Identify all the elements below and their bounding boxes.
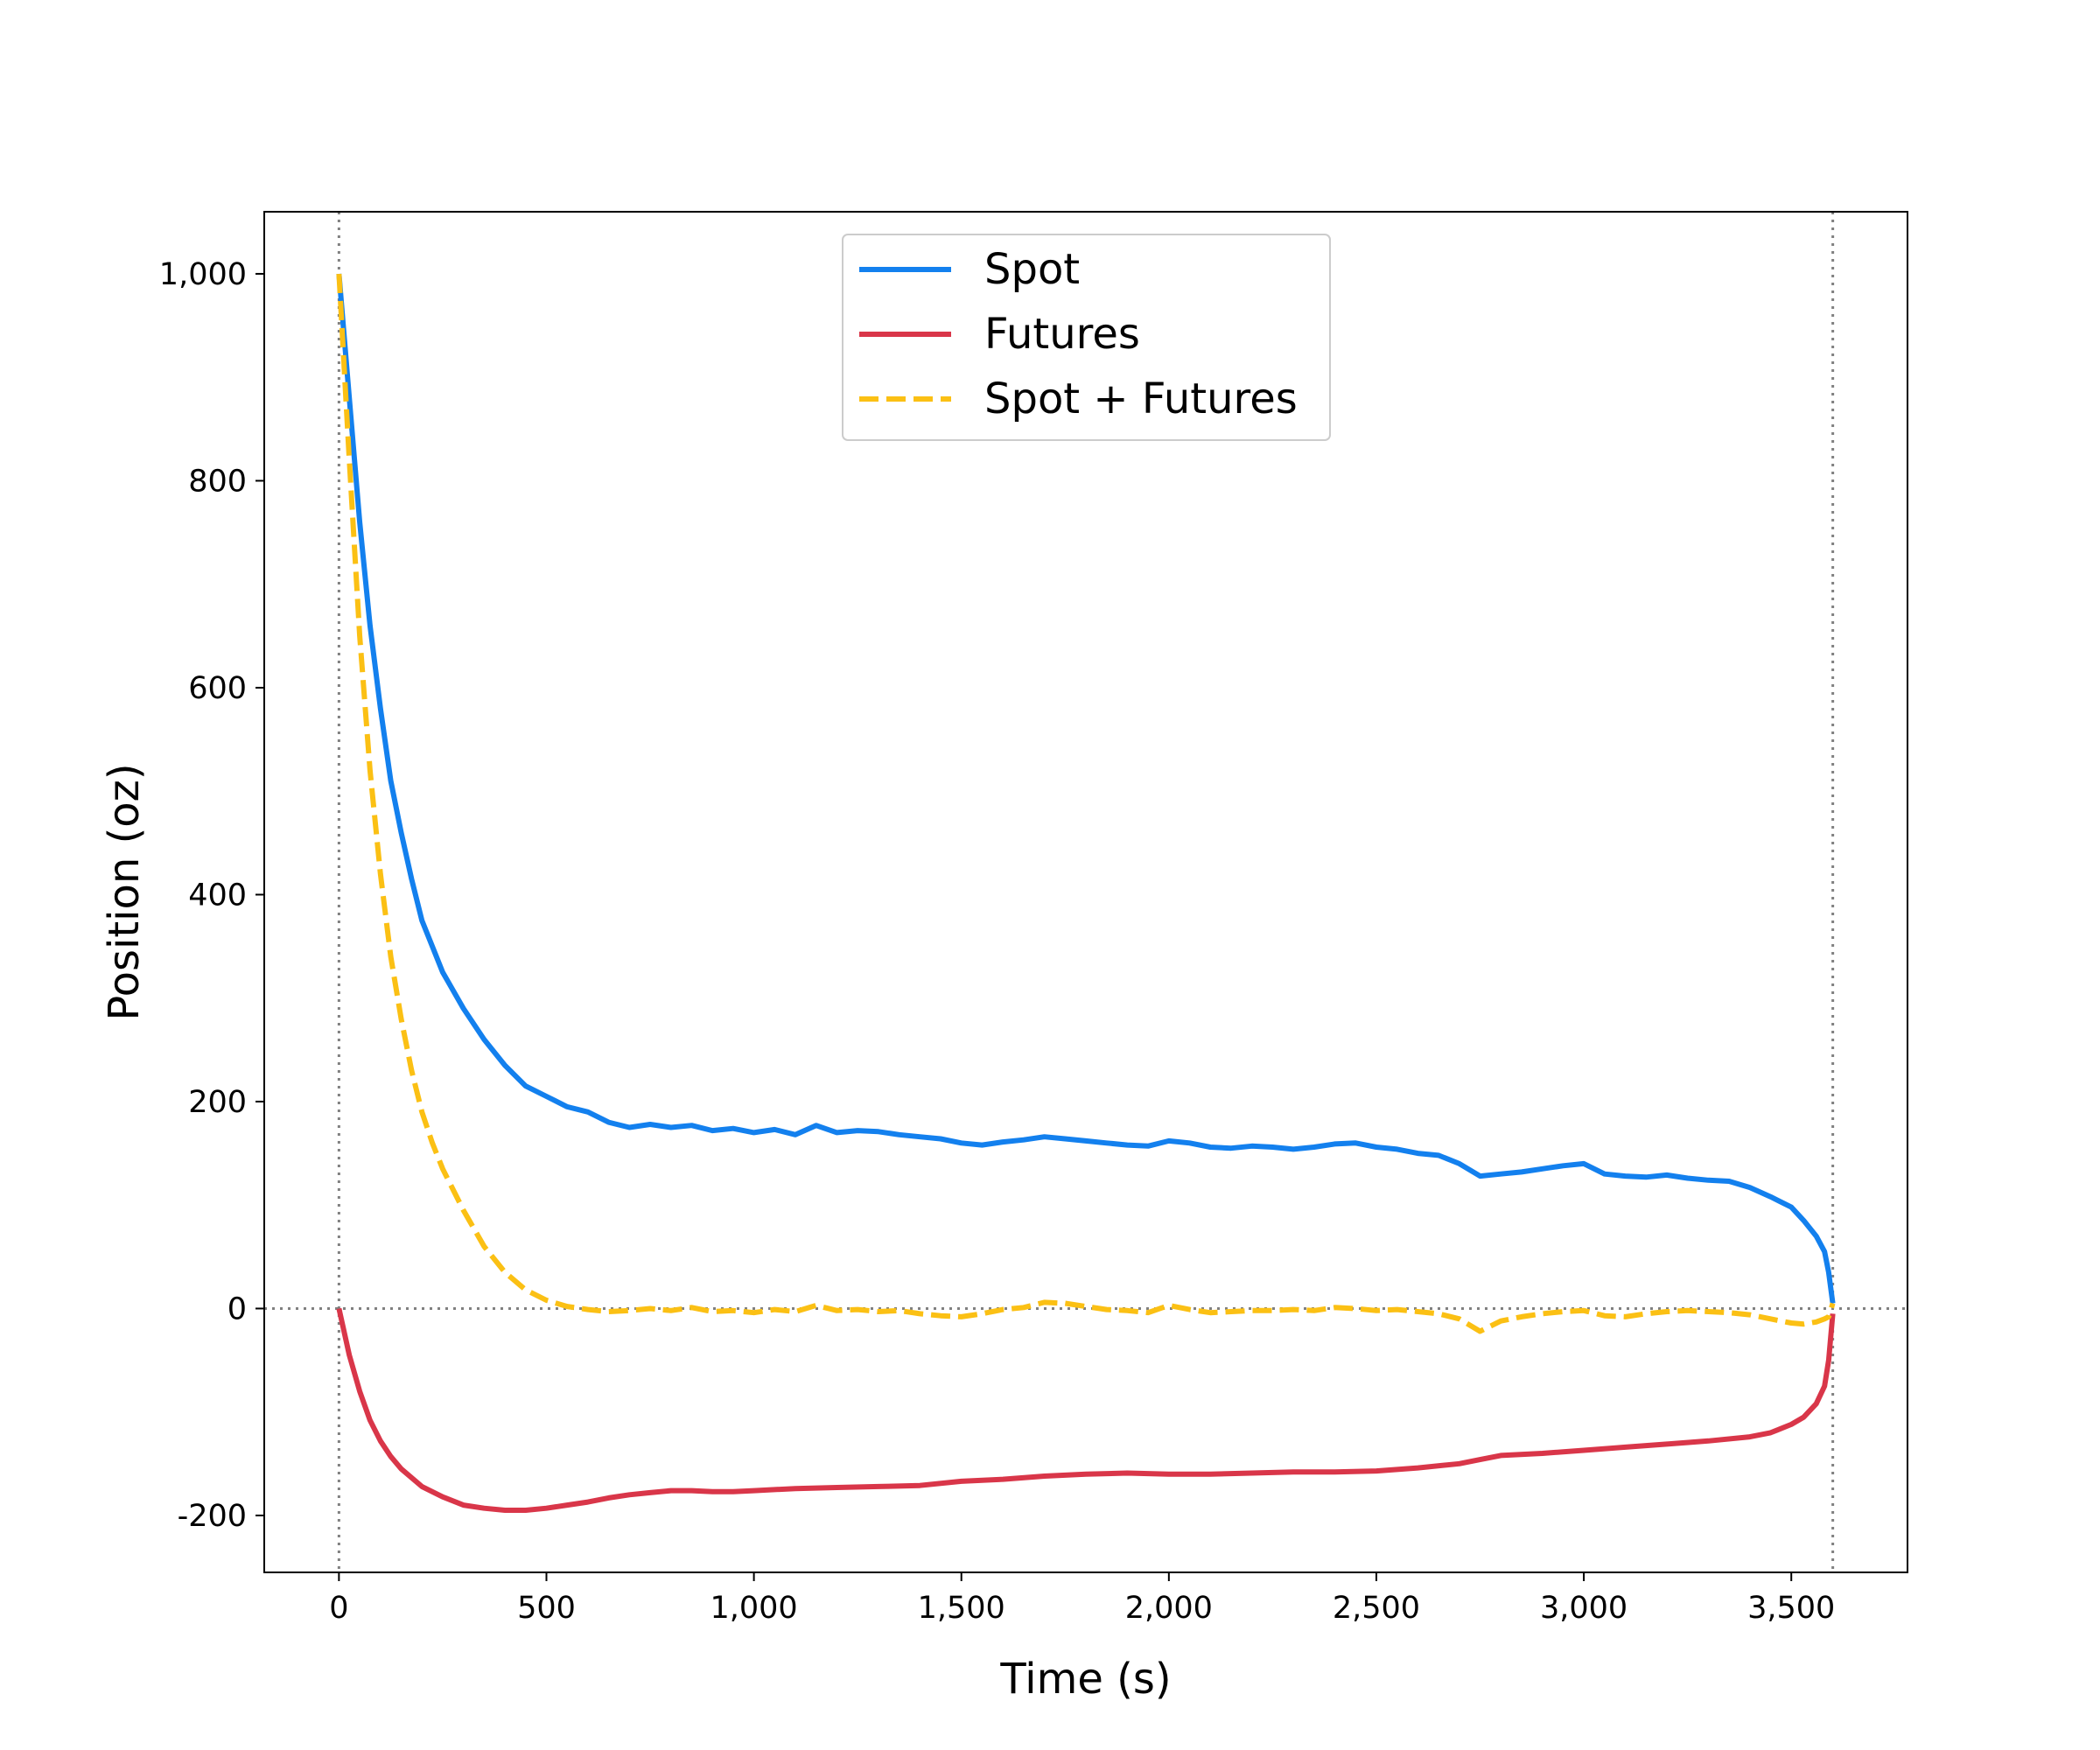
y-tick-label: 200 [188, 1085, 247, 1120]
y-tick-label: 1,000 [159, 257, 247, 292]
y-axis: -200 0 200 400 600 800 1,000 [159, 257, 264, 1534]
legend-label-futures: Futures [984, 310, 1140, 359]
series-line-spot [336, 273, 1836, 1304]
legend-label-spot-plus-futures: Spot + Futures [984, 374, 1298, 424]
series-line-futures [336, 1307, 1836, 1513]
legend-box [842, 234, 1331, 441]
x-tick-label: 500 [517, 1591, 576, 1626]
legend-label-spot: Spot [984, 245, 1080, 294]
x-tick-label: 3,000 [1540, 1591, 1628, 1626]
x-axis: 0 500 1,000 1,500 2,000 2,500 3,000 3,500 [329, 1572, 1835, 1626]
x-axis-label: Time (s) [999, 1655, 1171, 1704]
series-line-spot-plus-futures [336, 273, 1836, 1334]
y-tick-label: -200 [178, 1499, 247, 1534]
y-tick-label: 800 [188, 464, 247, 499]
x-tick-label: 3,500 [1747, 1591, 1835, 1626]
y-tick-label: 600 [188, 671, 247, 706]
x-tick-label: 2,000 [1125, 1591, 1213, 1626]
series-layer [336, 273, 1836, 1513]
legend: Spot Futures Spot + Futures [842, 234, 1331, 441]
y-tick-label: 400 [188, 878, 247, 913]
x-tick-label: 1,000 [710, 1591, 798, 1626]
x-tick-label: 1,500 [918, 1591, 1005, 1626]
plot-area-frame [263, 211, 1908, 1573]
y-tick-label: 0 [228, 1292, 247, 1326]
x-tick-label: 2,500 [1333, 1591, 1420, 1626]
x-tick-label: 0 [329, 1591, 348, 1626]
y-axis-label: Position (oz) [100, 763, 149, 1020]
reference-lines [264, 212, 1908, 1572]
